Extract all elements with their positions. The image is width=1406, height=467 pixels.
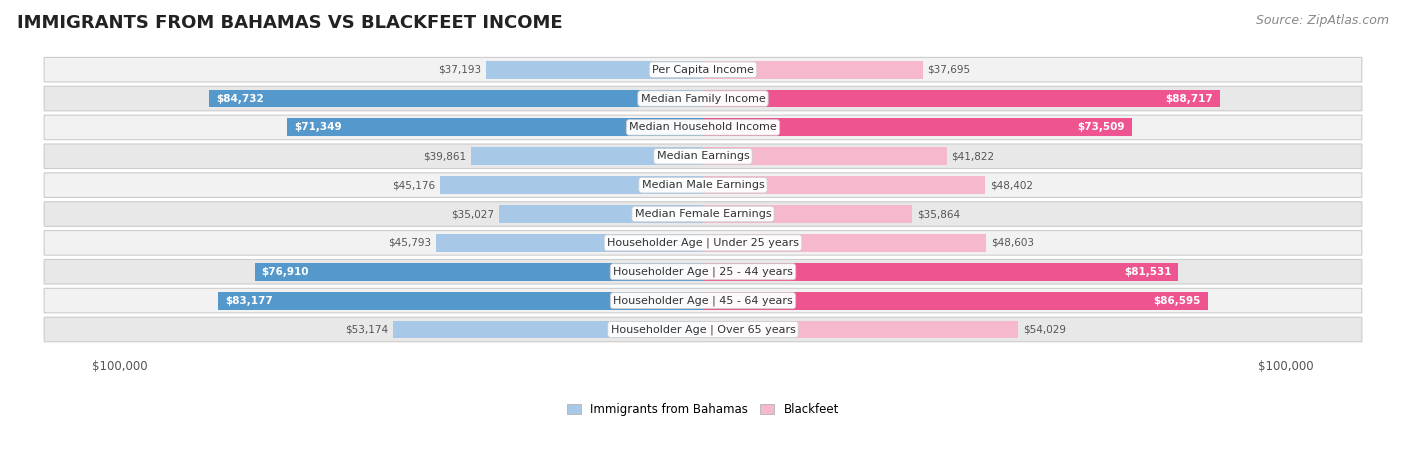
Text: Median Female Earnings: Median Female Earnings [634,209,772,219]
Bar [209,90,703,107]
Text: $35,027: $35,027 [451,209,494,219]
Text: $45,793: $45,793 [388,238,432,248]
Bar [471,147,703,165]
Bar [218,292,703,310]
Text: $88,717: $88,717 [1166,93,1213,104]
FancyBboxPatch shape [44,231,1362,255]
Legend: Immigrants from Bahamas, Blackfeet: Immigrants from Bahamas, Blackfeet [567,403,839,416]
Bar [254,263,703,281]
Bar [440,176,703,194]
Text: Householder Age | 45 - 64 years: Householder Age | 45 - 64 years [613,295,793,306]
FancyBboxPatch shape [44,260,1362,284]
Text: Median Family Income: Median Family Income [641,93,765,104]
Bar [703,263,1178,281]
Text: $71,349: $71,349 [294,122,342,133]
FancyBboxPatch shape [44,202,1362,226]
Text: Householder Age | 25 - 44 years: Householder Age | 25 - 44 years [613,267,793,277]
Bar [703,61,922,78]
Bar [486,61,703,78]
Bar [703,119,1132,136]
Text: $86,595: $86,595 [1153,296,1201,305]
Text: Householder Age | Under 25 years: Householder Age | Under 25 years [607,238,799,248]
Text: $48,603: $48,603 [991,238,1033,248]
Text: $81,531: $81,531 [1123,267,1171,277]
Text: Householder Age | Over 65 years: Householder Age | Over 65 years [610,324,796,335]
FancyBboxPatch shape [44,57,1362,82]
Text: $39,861: $39,861 [423,151,465,161]
Text: $54,029: $54,029 [1022,325,1066,334]
FancyBboxPatch shape [44,317,1362,342]
FancyBboxPatch shape [44,144,1362,169]
Text: $41,822: $41,822 [952,151,994,161]
Text: $84,732: $84,732 [217,93,264,104]
FancyBboxPatch shape [44,115,1362,140]
FancyBboxPatch shape [44,86,1362,111]
Text: $83,177: $83,177 [225,296,273,305]
Text: IMMIGRANTS FROM BAHAMAS VS BLACKFEET INCOME: IMMIGRANTS FROM BAHAMAS VS BLACKFEET INC… [17,14,562,32]
Text: $37,193: $37,193 [439,64,481,75]
Text: Median Household Income: Median Household Income [628,122,778,133]
Bar [703,90,1220,107]
Bar [287,119,703,136]
Bar [392,320,703,339]
Bar [436,234,703,252]
Text: $37,695: $37,695 [928,64,970,75]
Bar [703,147,946,165]
Bar [499,205,703,223]
Bar [703,176,986,194]
Text: $48,402: $48,402 [990,180,1033,190]
Text: Per Capita Income: Per Capita Income [652,64,754,75]
Text: $45,176: $45,176 [392,180,434,190]
Text: Median Male Earnings: Median Male Earnings [641,180,765,190]
Text: Median Earnings: Median Earnings [657,151,749,161]
Text: $53,174: $53,174 [346,325,388,334]
FancyBboxPatch shape [44,288,1362,313]
Bar [703,234,987,252]
FancyBboxPatch shape [44,173,1362,198]
Text: Source: ZipAtlas.com: Source: ZipAtlas.com [1256,14,1389,27]
Text: $73,509: $73,509 [1077,122,1125,133]
Bar [703,292,1208,310]
Bar [703,320,1018,339]
Text: $76,910: $76,910 [262,267,309,277]
Text: $35,864: $35,864 [917,209,960,219]
Bar [703,205,912,223]
